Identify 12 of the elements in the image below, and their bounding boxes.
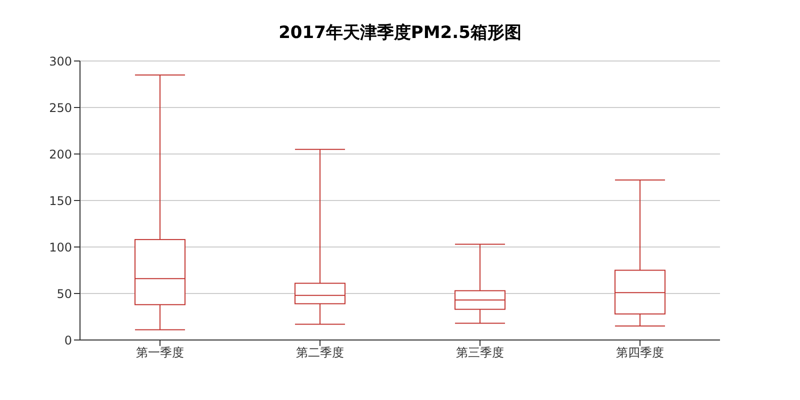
chart-title: 2017年天津季度PM2.5箱形图 [278, 22, 522, 44]
y-tick-label: 150 [49, 194, 72, 208]
x-tick-label: 第四季度 [616, 346, 664, 360]
y-tick-label: 300 [49, 54, 72, 68]
x-tick-label: 第三季度 [456, 346, 504, 360]
y-tick-label: 200 [49, 147, 72, 162]
x-tick-label: 第二季度 [296, 346, 344, 360]
y-tick-label: 50 [56, 286, 72, 301]
x-tick-label: 第一季度 [136, 346, 184, 360]
y-tick-label: 100 [49, 240, 72, 254]
y-tick-label: 0 [64, 333, 72, 348]
y-tick-label: 250 [49, 100, 72, 115]
